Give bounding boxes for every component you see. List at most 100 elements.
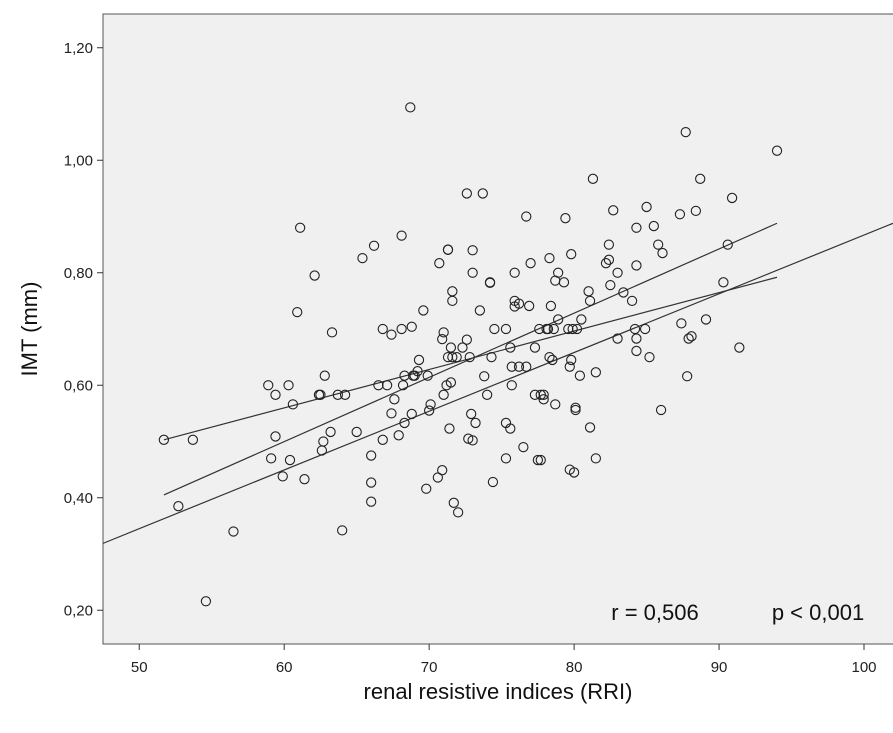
data-point [486, 351, 497, 363]
data-point [444, 423, 455, 434]
data-point [366, 496, 377, 507]
data-point [590, 453, 601, 464]
data-point [700, 314, 712, 325]
x-tick-label: 80 [566, 659, 583, 676]
data-point [548, 323, 559, 335]
data-point [605, 279, 616, 291]
data-point [448, 497, 459, 508]
data-point [718, 277, 729, 288]
data-point [587, 173, 599, 184]
data-point [351, 426, 362, 438]
data-point [538, 389, 549, 400]
data-point [418, 305, 429, 316]
data-point [771, 145, 783, 156]
data-point [405, 102, 416, 113]
data-point [584, 422, 596, 433]
data-point [270, 389, 281, 400]
data-point [299, 474, 310, 485]
data-point [629, 323, 641, 335]
data-point [412, 366, 423, 377]
data-point [686, 331, 697, 342]
y-tick-label: 1,00 [64, 152, 93, 169]
data-point [438, 327, 449, 338]
data-point [639, 323, 651, 335]
data-point [399, 417, 410, 429]
data-point [337, 525, 348, 536]
data-point [406, 321, 417, 332]
data-point [571, 323, 583, 335]
data-point [544, 252, 555, 264]
p-value-annotation: p < 0,001 [772, 600, 864, 625]
data-point [467, 245, 478, 256]
data-point [695, 173, 706, 184]
data-point [393, 430, 404, 441]
data-point [535, 454, 546, 466]
data-points [158, 102, 783, 607]
data-point [368, 240, 380, 251]
data-point [566, 249, 577, 260]
data-point [734, 342, 745, 353]
data-point [277, 471, 288, 482]
data-point [325, 426, 336, 438]
data-point [532, 454, 544, 466]
data-point [570, 402, 581, 413]
y-tick-label: 0,40 [64, 490, 93, 507]
data-point [292, 306, 303, 318]
data-point [566, 354, 577, 366]
data-point [437, 465, 448, 476]
data-point [467, 267, 478, 278]
data-point [641, 201, 652, 213]
data-point [680, 126, 691, 138]
data-point [547, 354, 558, 366]
data-point [576, 314, 587, 325]
data-point [553, 267, 564, 278]
data-point [294, 222, 306, 233]
data-point [479, 371, 490, 382]
data-point [558, 277, 570, 288]
data-point [413, 354, 425, 366]
x-tick-label: 50 [131, 659, 148, 676]
data-point [422, 370, 433, 381]
data-point [644, 351, 655, 363]
data-point [484, 277, 496, 289]
data-point [228, 526, 239, 537]
data-point [648, 220, 659, 232]
data-point [682, 371, 693, 382]
data-point [452, 507, 464, 518]
data-point [437, 333, 448, 345]
data-point [461, 334, 472, 345]
x-tick-label: 60 [276, 659, 293, 676]
correlation-annotation: r = 0,506 [611, 600, 698, 625]
data-point [339, 389, 351, 400]
y-tick-label: 0,20 [64, 602, 93, 619]
x-tick-label: 70 [421, 659, 438, 676]
data-point [525, 258, 536, 269]
data-point [466, 408, 477, 420]
data-point [509, 267, 520, 278]
data-point [564, 361, 575, 372]
data-point [618, 287, 629, 298]
data-point [377, 323, 388, 335]
x-tick-label: 100 [851, 659, 876, 676]
data-point [263, 380, 274, 391]
data-point [447, 351, 458, 363]
data-point [653, 239, 664, 250]
data-point [396, 323, 407, 335]
data-point [603, 239, 615, 250]
data-point [567, 323, 578, 335]
data-point [397, 380, 409, 391]
y-tick-label: 1,20 [64, 40, 93, 57]
plot-area [102, 13, 893, 645]
data-point [423, 405, 435, 416]
data-point [550, 399, 561, 410]
confidence-band [163, 222, 778, 496]
data-point [438, 389, 449, 400]
data-point [270, 431, 281, 442]
data-point [524, 300, 535, 312]
data-point [657, 247, 668, 259]
data-point [529, 342, 541, 353]
y-axis-label: IMT (mm) [17, 282, 42, 377]
regression-line [102, 222, 893, 544]
data-point [676, 318, 687, 329]
data-point [722, 239, 733, 250]
